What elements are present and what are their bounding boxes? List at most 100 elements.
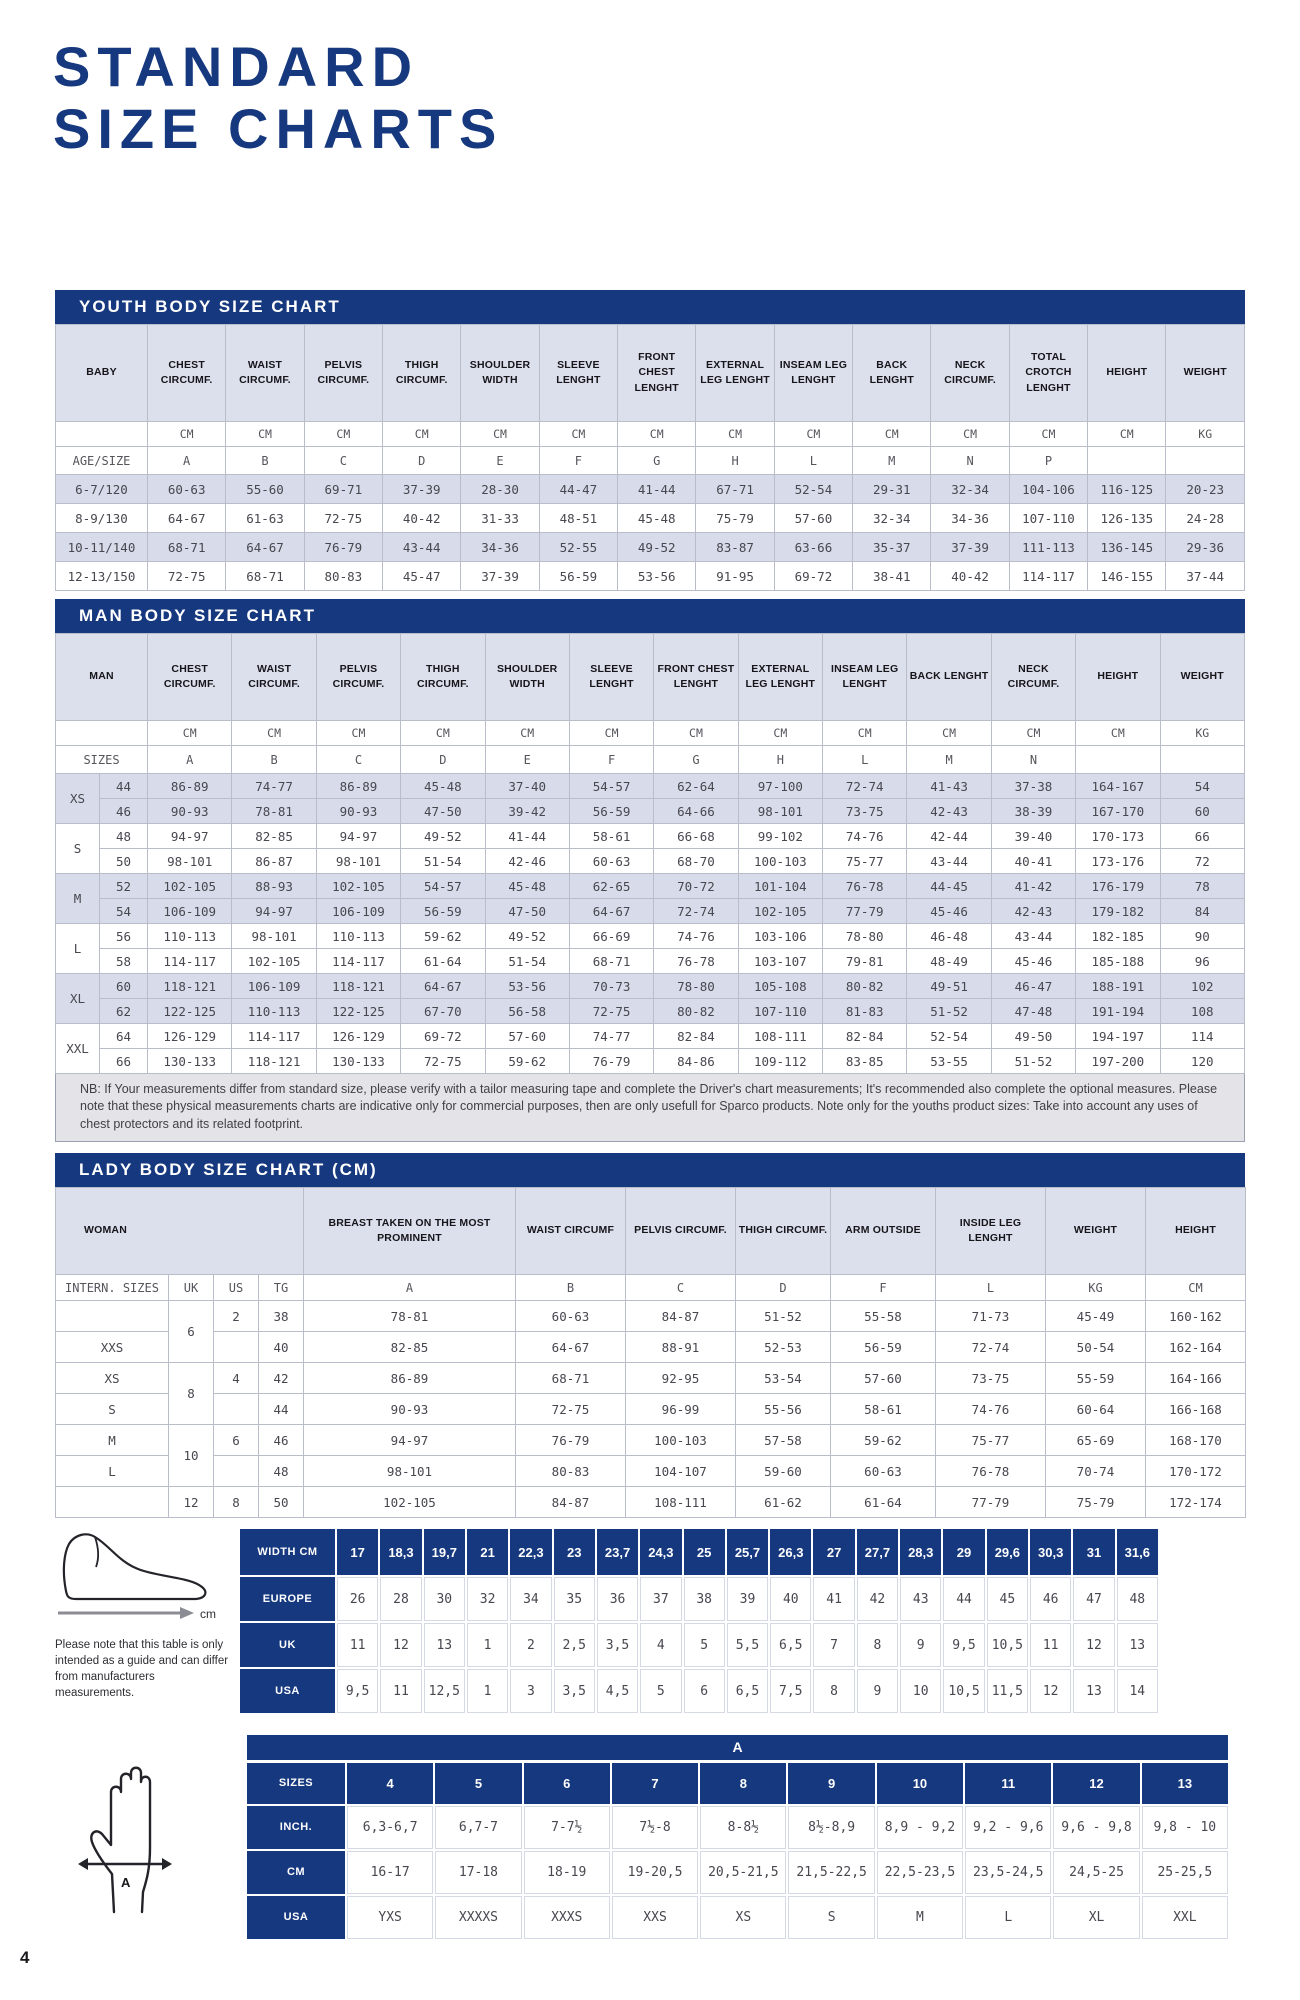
unit-cell: CM <box>538 421 619 447</box>
value-cell: 7 <box>611 1763 699 1804</box>
units-row: CM CM CM CM CM CM CM CM CM CM CM CM KG <box>54 720 1246 746</box>
value-cell: 7 <box>813 1623 855 1667</box>
value-cell: 67-70 <box>400 998 486 1024</box>
row-label-cell: WIDTH CM <box>240 1529 335 1575</box>
col-header: FRONT CHEST LENGHT <box>617 324 697 422</box>
unit-cell: CM <box>617 421 697 447</box>
value-cell: 9,5 <box>337 1669 379 1713</box>
value-cell: 53-56 <box>617 561 697 591</box>
value-cell: 55-56 <box>735 1393 831 1425</box>
glove-icon: A <box>78 1752 188 1922</box>
letter-cell: E <box>484 745 570 774</box>
tg-label: TG <box>258 1274 304 1301</box>
value-cell: 9 <box>900 1623 942 1667</box>
value-cell: 102-105 <box>303 1486 516 1518</box>
tg-size-cell: 40 <box>258 1331 304 1363</box>
value-cell: 41-42 <box>990 873 1077 899</box>
row-label-cell: INCH. <box>247 1806 345 1849</box>
value-cell: 68-71 <box>225 561 305 591</box>
value-cell: 102 <box>1159 973 1246 999</box>
youth-data-row: 10-11/140 68-71 64-67 76-79 43-44 34-36 52-55 4… <box>55 532 1245 562</box>
value-cell: 40-42 <box>382 503 462 533</box>
value-cell: 66-69 <box>568 923 655 949</box>
value-cell: 60-63 <box>568 848 655 874</box>
value-cell: 79-81 <box>822 948 908 974</box>
man-data-row: XL 60 118-121 106-109 118-121 64-67 53-56 70-73… <box>55 973 1246 1024</box>
lady-size-chart: LADY BODY SIZE CHART (CM) WOMAN BREAST TA… <box>55 1153 1246 1518</box>
value-cell: 12,5 <box>423 1669 465 1713</box>
value-cell: 5 <box>683 1623 725 1667</box>
letter-cell: B <box>231 745 317 774</box>
value-cell: 45-46 <box>906 898 992 924</box>
value-cell: 47 <box>1073 1577 1115 1621</box>
value-cell: 42-44 <box>906 823 992 849</box>
us-label: US <box>213 1274 259 1301</box>
us-size-cell: 2 <box>213 1300 259 1332</box>
value-cell: 49-52 <box>484 923 570 949</box>
col-header: WEIGHT <box>1159 633 1246 721</box>
value-cell: 98-101 <box>147 848 233 874</box>
letter-cell <box>1159 745 1246 774</box>
empty-cell <box>54 720 149 746</box>
size-cell: 48 <box>98 823 149 849</box>
value-cell: 78-80 <box>822 923 908 949</box>
lady-data-row: L 48 98-101 80-83 104-107 59-60 60-63 76-78 70-7… <box>55 1455 1246 1487</box>
letter-cell: A <box>303 1274 516 1301</box>
value-cell: 57-60 <box>484 1023 570 1049</box>
size-conversion-row: USA YXS XXXXS XXXS XXS XS S M L XL XXL <box>247 1896 1228 1939</box>
value-cell: 78-81 <box>231 798 317 824</box>
value-cell: 52-54 <box>773 474 854 504</box>
value-cell: 44-47 <box>538 474 619 504</box>
page-title-line2: SIZE CHARTS <box>53 97 504 160</box>
size-cell: 44 <box>98 773 149 799</box>
tg-size-cell: 50 <box>258 1486 304 1518</box>
value-cell: 179-182 <box>1075 898 1161 924</box>
unit-cell: CM <box>1075 720 1161 746</box>
value-cell: 70-72 <box>653 873 739 899</box>
value-cell: 8-8½ <box>700 1806 787 1849</box>
value-cell: 56-59 <box>538 561 619 591</box>
value-cell: 12 <box>1073 1623 1115 1667</box>
value-cell: 3 <box>510 1669 552 1713</box>
value-cell: 59-62 <box>830 1424 936 1456</box>
value-cell: 91-95 <box>695 561 775 591</box>
value-cell: 7,5 <box>770 1669 812 1713</box>
col-header: INSIDE LEG LENGHT <box>935 1187 1046 1275</box>
value-cell: 38-41 <box>852 561 932 591</box>
row-label-cell: UK <box>240 1623 335 1667</box>
value-cell: 84-87 <box>625 1300 736 1332</box>
value-cell: 84-86 <box>653 1048 739 1074</box>
value-cell: 73-75 <box>935 1362 1046 1394</box>
col-header: FRONT CHEST LENGHT <box>653 633 739 721</box>
intl-size-cell: L <box>55 1455 169 1487</box>
value-cell: 72-74 <box>935 1331 1046 1363</box>
value-cell: 75-77 <box>935 1424 1046 1456</box>
value-cell: 68-70 <box>653 848 739 874</box>
value-cell: 75-77 <box>822 848 908 874</box>
value-cell: 70-74 <box>1045 1455 1146 1487</box>
letter-cell: G <box>617 446 697 475</box>
page-number: 4 <box>20 1948 30 1967</box>
value-cell: 51-54 <box>484 948 570 974</box>
letter-cell: C <box>303 446 384 475</box>
letter-cell: P <box>1008 446 1089 475</box>
value-cell: 136-145 <box>1087 532 1167 562</box>
letter-cell: F <box>568 745 655 774</box>
value-cell: 114-117 <box>147 948 233 974</box>
value-cell: 97-100 <box>737 773 824 799</box>
value-cell: 88-93 <box>231 873 317 899</box>
value-cell: 84-87 <box>515 1486 626 1518</box>
glove-a-label: A <box>121 1875 131 1890</box>
shoe-size-table: WIDTH CM 17 18,3 19,7 21 22,3 23 23,7 24,3 25 25,7… <box>238 1527 1160 1715</box>
unit-cell: KG <box>1165 421 1245 447</box>
size-group-cell: XL <box>55 973 100 1024</box>
value-cell: 49-52 <box>400 823 486 849</box>
value-cell: 25 <box>683 1529 725 1575</box>
size-group-cell: M <box>55 873 100 924</box>
value-cell: 11 <box>1030 1623 1072 1667</box>
row-label-cell: USA <box>240 1669 335 1713</box>
col-header: CHEST CIRCUMF. <box>146 324 227 422</box>
value-cell: 80-83 <box>303 561 384 591</box>
value-cell: 64-67 <box>400 973 486 999</box>
value-cell: 42-43 <box>990 898 1077 924</box>
